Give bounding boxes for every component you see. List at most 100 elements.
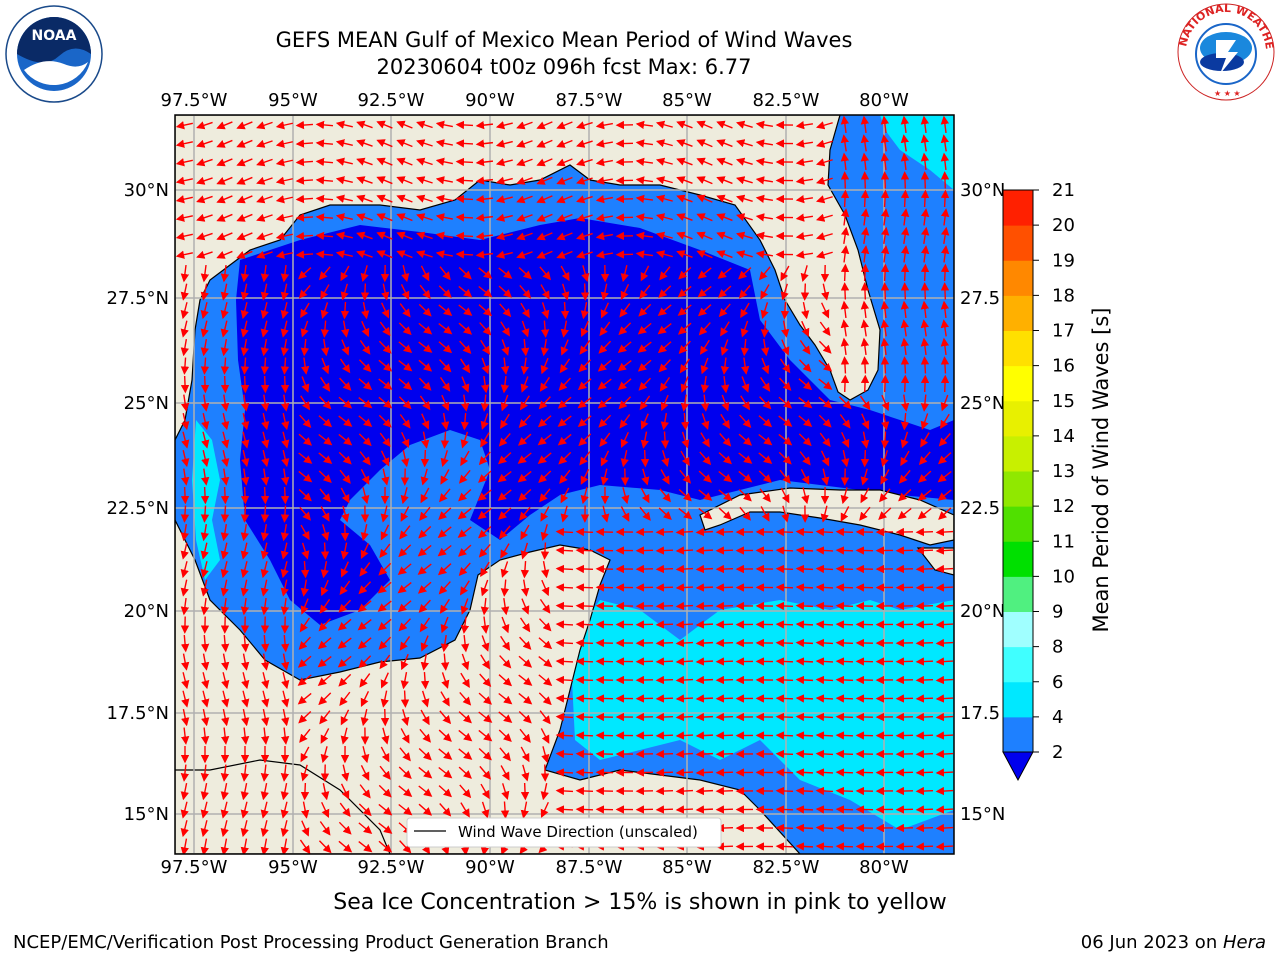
- wave-arrow: [676, 157, 693, 166]
- wave-arrow: [755, 176, 774, 185]
- wave-arrow: [696, 120, 713, 129]
- wave-arrow: [775, 657, 794, 666]
- wave-arrow: [795, 749, 814, 759]
- wave-arrow: [220, 264, 230, 283]
- wave-arrow: [260, 302, 269, 320]
- wave-arrow: [538, 470, 552, 483]
- wave-arrow: [358, 396, 373, 409]
- wave-arrow: [678, 489, 692, 502]
- wave-arrow: [815, 121, 833, 130]
- wave-arrow: [655, 657, 674, 666]
- wave-arrow: [935, 620, 954, 629]
- wave-arrow: [559, 358, 571, 374]
- wave-arrow: [256, 232, 273, 241]
- wave-arrow: [640, 487, 650, 504]
- wave-arrow: [595, 176, 613, 185]
- wave-arrow: [695, 805, 714, 814]
- wave-arrow: [915, 620, 934, 629]
- wave-arrow: [555, 601, 574, 611]
- wave-arrow: [319, 488, 331, 503]
- wave-arrow: [295, 157, 314, 167]
- colorbar-tick-label: 16: [1052, 356, 1075, 377]
- wave-arrow: [655, 731, 674, 740]
- wave-arrow: [536, 213, 553, 222]
- wave-arrow: [579, 340, 591, 355]
- wave-arrow: [200, 468, 210, 486]
- wave-arrow: [481, 357, 490, 375]
- wave-arrow: [221, 413, 230, 431]
- wave-arrow: [455, 213, 474, 222]
- colorbar-tick-label: 2: [1052, 742, 1063, 763]
- wave-arrow: [675, 768, 694, 777]
- wave-arrow: [180, 338, 189, 357]
- wave-arrow: [677, 322, 692, 335]
- wave-arrow: [180, 579, 189, 597]
- wave-arrow: [256, 176, 273, 185]
- land-usa-south: [175, 115, 881, 441]
- wave-arrow: [240, 375, 250, 394]
- wave-arrow: [818, 340, 832, 354]
- wave-arrow: [716, 194, 733, 203]
- wave-arrow: [516, 195, 533, 204]
- wave-arrow: [498, 285, 512, 298]
- wave-arrow: [915, 731, 934, 740]
- colorbar-segment: [1003, 471, 1033, 507]
- wave-arrow: [458, 322, 473, 335]
- wave-arrow: [435, 120, 453, 129]
- wave-arrow: [835, 546, 854, 555]
- wave-arrow: [795, 768, 814, 777]
- wave-arrow: [815, 638, 834, 648]
- wave-arrow: [321, 338, 330, 357]
- wave-arrow: [335, 139, 353, 148]
- wave-arrow: [378, 340, 392, 354]
- wave-arrow: [260, 320, 269, 338]
- wave-arrow: [500, 543, 510, 559]
- wave-arrow: [519, 395, 530, 411]
- wave-arrow: [660, 431, 670, 449]
- wave-arrow: [556, 213, 573, 222]
- wave-arrow: [935, 823, 954, 833]
- wave-arrow: [500, 561, 509, 578]
- wave-arrow: [698, 507, 713, 520]
- wave-arrow: [438, 285, 452, 299]
- wave-arrow: [416, 250, 433, 259]
- wave-arrow: [458, 562, 471, 577]
- wave-arrow: [536, 121, 553, 130]
- wave-arrow: [380, 524, 390, 541]
- wave-arrow: [860, 171, 870, 189]
- wave-arrow: [620, 265, 629, 283]
- wave-arrow: [715, 786, 734, 796]
- wave-arrow: [495, 232, 513, 241]
- wave-arrow: [861, 431, 870, 449]
- wave-arrow: [698, 322, 711, 336]
- wave-arrow: [675, 620, 694, 629]
- wave-arrow: [499, 303, 512, 318]
- wave-arrow: [617, 359, 632, 372]
- wave-arrow: [840, 319, 850, 337]
- wave-arrow: [778, 415, 793, 427]
- wave-arrow: [175, 139, 193, 148]
- wave-arrow: [695, 694, 714, 703]
- wave-arrow: [620, 283, 630, 300]
- wave-arrow: [281, 450, 290, 468]
- wave-arrow: [356, 176, 373, 185]
- wave-arrow: [261, 413, 270, 431]
- wave-arrow: [915, 601, 934, 611]
- wave-arrow: [539, 488, 551, 503]
- wave-arrow: [920, 115, 930, 134]
- wave-arrow: [621, 487, 630, 505]
- wave-arrow: [760, 284, 770, 300]
- wave-arrow: [295, 120, 314, 130]
- wave-arrow: [920, 394, 930, 412]
- wave-arrow: [280, 561, 289, 579]
- wave-arrow: [715, 768, 734, 777]
- wave-arrow: [280, 394, 290, 412]
- wave-arrow: [517, 433, 532, 446]
- wave-arrow: [699, 451, 712, 466]
- wave-arrow: [555, 675, 574, 685]
- wave-arrow: [597, 359, 612, 372]
- lon-label-bottom: 85°W: [662, 857, 712, 878]
- wave-arrow: [475, 213, 494, 222]
- wave-arrow: [715, 527, 734, 537]
- wave-arrow: [537, 452, 552, 464]
